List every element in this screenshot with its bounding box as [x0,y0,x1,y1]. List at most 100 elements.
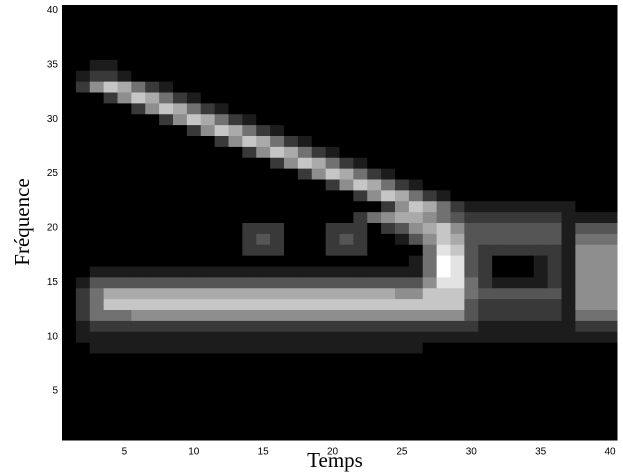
cell [436,124,451,136]
cell [117,374,132,387]
cell [367,309,382,321]
cell [228,113,243,126]
cell [603,124,618,136]
cell [506,189,521,202]
cell [506,266,521,278]
cell [270,92,285,104]
cell [408,15,424,28]
cell [186,5,202,17]
cell [200,309,216,321]
cell [311,135,327,147]
cell [395,385,410,397]
cell [408,189,424,202]
cell [311,200,327,213]
cell [492,298,507,310]
cell [200,396,216,408]
cell [339,189,354,202]
cell [228,298,243,310]
cell [214,276,229,289]
cell [492,385,507,397]
cell [478,113,493,126]
cell [270,179,285,191]
cell [519,59,535,71]
cell [284,189,299,202]
cell [145,363,160,376]
cell [159,92,174,104]
cell [89,353,105,365]
cell [561,15,576,28]
cell [270,331,285,343]
cell [256,331,271,343]
cell [339,48,354,60]
cell [339,37,354,49]
cell [297,211,313,223]
cell [436,276,451,289]
cell [270,37,285,49]
cell [297,363,313,376]
cell [242,124,257,136]
cell [478,342,493,354]
cell [159,353,174,365]
cell [270,70,285,82]
cell [159,70,174,82]
cell [519,157,535,169]
cell [395,276,410,289]
cell [75,48,91,60]
cell [131,309,146,321]
cell [339,276,354,289]
cell [228,124,243,136]
cell [561,179,576,191]
cell [519,189,535,202]
cell [367,353,382,365]
cell [603,363,618,376]
cell [270,222,285,234]
cell [131,5,146,17]
cell [464,320,479,332]
cell [173,179,188,191]
cell [408,157,424,169]
cell [228,168,243,180]
cell [284,429,299,441]
cell [464,211,479,223]
cell [103,211,118,223]
y-tick-label: 5 [52,386,58,397]
cell [589,222,604,234]
cell [145,396,160,408]
cell [117,48,132,60]
cell [75,255,91,267]
cell [408,222,424,234]
cell [506,135,521,147]
cell [75,342,91,354]
cell [89,146,105,158]
cell [284,222,299,234]
cell [214,81,229,93]
cell [214,200,229,213]
cell [75,189,91,202]
cell [603,5,618,17]
cell [270,113,285,126]
cell [478,200,493,213]
cell [492,124,507,136]
cell [478,287,493,300]
cell [381,102,396,115]
cell [214,396,229,408]
cell [353,233,368,245]
cell [547,37,562,49]
cell [228,15,243,28]
cell [214,26,229,39]
cell [367,331,382,343]
cell [519,385,535,397]
cell [506,363,521,376]
cell [408,374,424,387]
cell [325,222,340,234]
cell [242,331,257,343]
cell [367,59,382,71]
cell [214,255,229,267]
cell [62,266,77,278]
cell [422,418,438,430]
cell [589,244,604,256]
cell [436,396,451,408]
cell [228,407,243,419]
cell [200,331,216,343]
cell [200,135,216,147]
